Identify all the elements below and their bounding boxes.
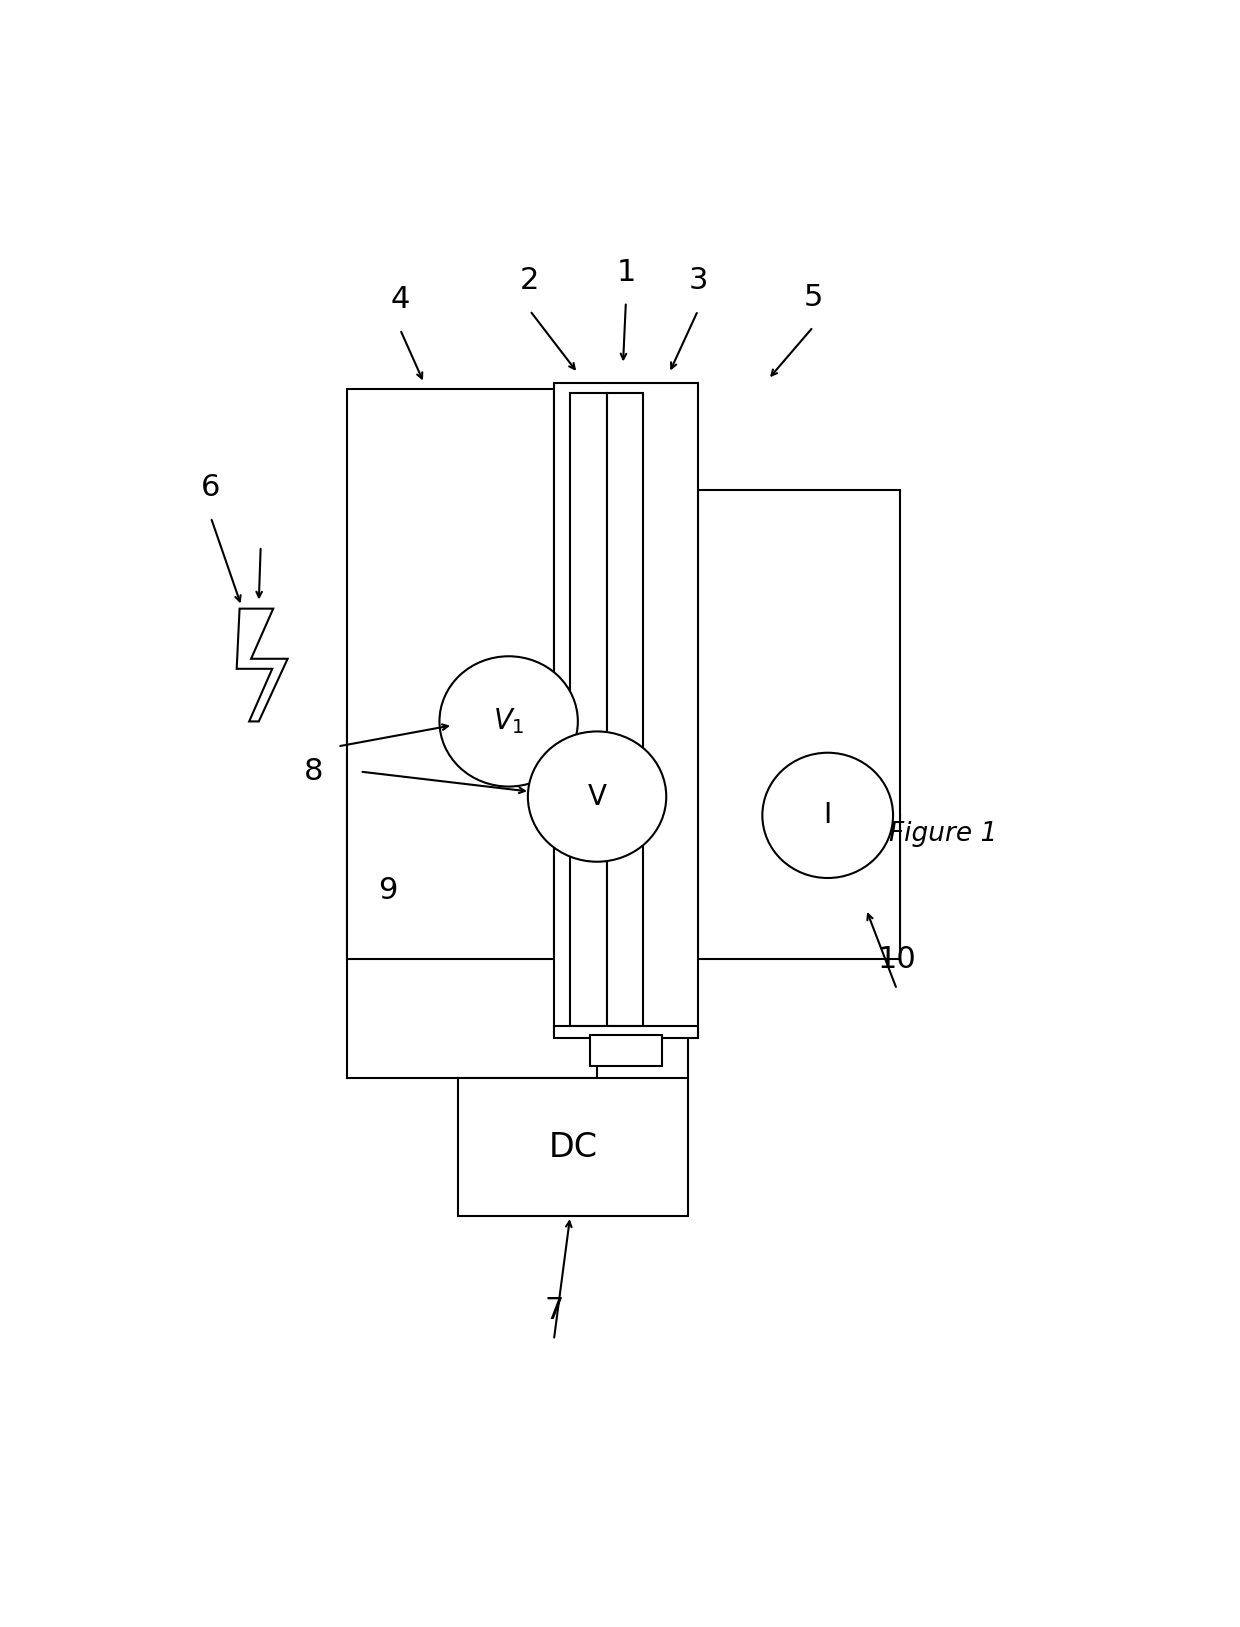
Text: V: V [588, 783, 606, 810]
Text: $V_1$: $V_1$ [492, 706, 525, 737]
Text: 9: 9 [378, 875, 397, 905]
Ellipse shape [763, 753, 893, 879]
Text: 7: 7 [544, 1297, 563, 1326]
Text: I: I [823, 802, 832, 830]
Text: 6: 6 [201, 473, 221, 503]
Text: 4: 4 [391, 285, 409, 314]
Text: 3: 3 [688, 267, 708, 296]
Bar [458, 1079, 688, 1217]
Text: DC: DC [548, 1131, 598, 1163]
Bar [698, 490, 900, 960]
Bar [590, 1035, 662, 1066]
Ellipse shape [528, 732, 666, 862]
Bar [554, 1027, 698, 1038]
Text: 10: 10 [878, 945, 916, 975]
Bar [606, 394, 644, 1027]
Text: 2: 2 [520, 267, 539, 296]
Bar [570, 394, 606, 1027]
Bar [347, 389, 554, 960]
Ellipse shape [439, 656, 578, 786]
Text: Figure 1: Figure 1 [889, 822, 997, 848]
Text: 5: 5 [804, 283, 823, 312]
Text: 8: 8 [304, 757, 324, 786]
Text: 1: 1 [616, 257, 636, 286]
Bar [554, 384, 698, 1035]
